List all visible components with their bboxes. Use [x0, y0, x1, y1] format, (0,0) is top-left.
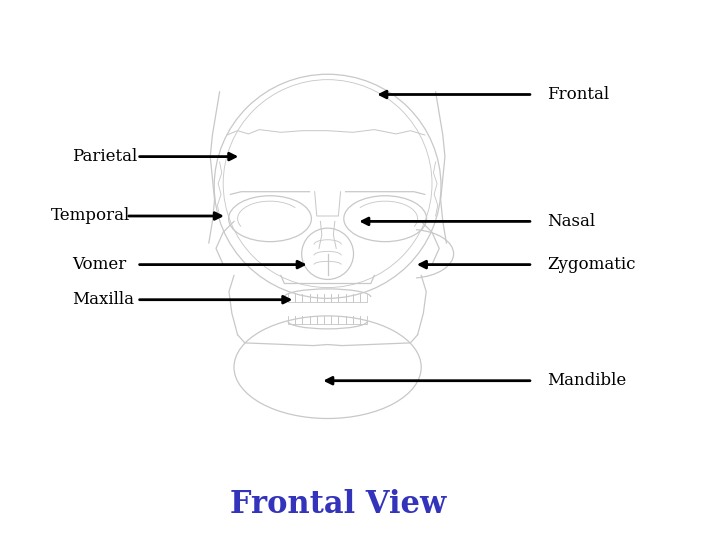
Text: Mandible: Mandible	[547, 372, 626, 389]
Text: Temporal: Temporal	[50, 207, 130, 225]
Text: Parietal: Parietal	[72, 148, 138, 165]
Text: Nasal: Nasal	[547, 213, 595, 230]
Text: Vomer: Vomer	[72, 256, 126, 273]
Text: Zygomatic: Zygomatic	[547, 256, 636, 273]
Text: Frontal: Frontal	[547, 86, 609, 103]
Text: Maxilla: Maxilla	[72, 291, 134, 308]
Text: Frontal View: Frontal View	[230, 489, 446, 521]
